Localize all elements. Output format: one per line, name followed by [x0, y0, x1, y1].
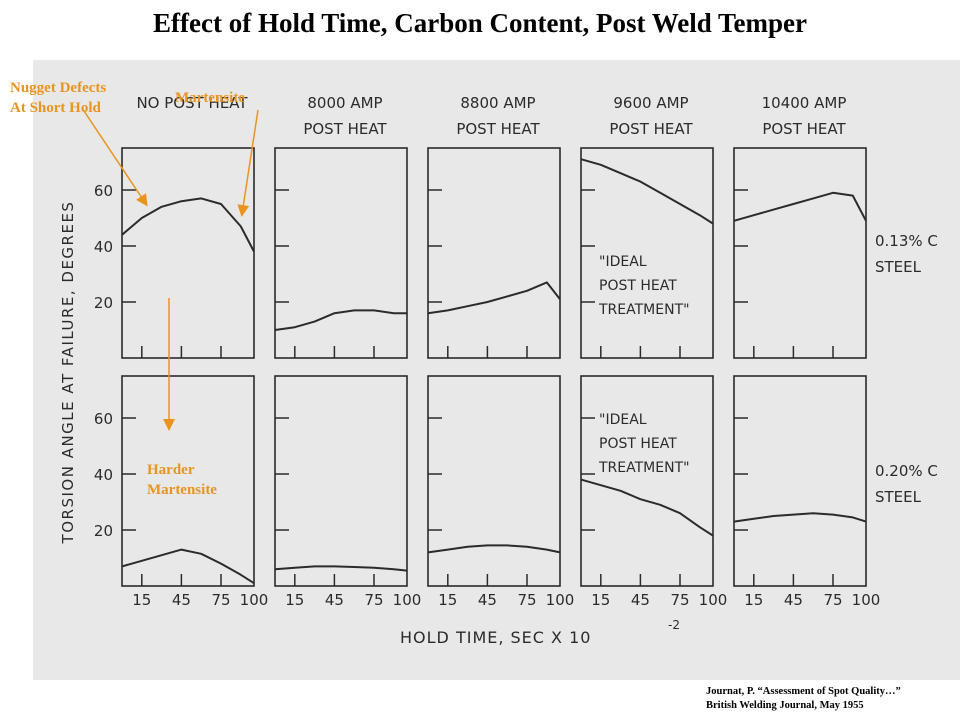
series-line-r1-c3 [580, 478, 714, 537]
column-header-line1: 10400 AMP [762, 94, 847, 112]
x-tick-label: 45 [478, 591, 497, 609]
series-line-r1-c0 [121, 548, 255, 585]
box-label-line: TREATMENT" [598, 460, 690, 476]
column-header-line1: 8800 AMP [460, 94, 535, 112]
row-label-line2: STEEL [875, 258, 922, 276]
panel-frame-r0-c4 [733, 147, 867, 359]
x-tick-label: 45 [172, 591, 191, 609]
box-label-line: "IDEAL [599, 254, 647, 270]
x-tick-label: 45 [784, 591, 803, 609]
x-tick-label: 75 [517, 591, 536, 609]
series-line-r0-c0 [121, 197, 255, 253]
x-tick-label: 100 [240, 591, 269, 609]
x-tick-label: 75 [364, 591, 383, 609]
row-label-line2: STEEL [875, 488, 922, 506]
panel-frame-r0-c2 [427, 147, 561, 359]
panel-frame-r1-c1 [274, 375, 408, 587]
x-tick-label: 100 [393, 591, 422, 609]
panel-frame-r1-c4 [733, 375, 867, 587]
martensite-arrow [237, 109, 259, 217]
box-label-line: POST HEAT [599, 278, 677, 294]
panel-frame-r0-c3 [580, 147, 714, 359]
x-tick-label: 15 [744, 591, 763, 609]
series-line-r1-c4 [733, 512, 867, 523]
column-header-line2: POST HEAT [456, 120, 540, 138]
column-header-line1: 9600 AMP [613, 94, 688, 112]
x-tick-label: 75 [823, 591, 842, 609]
series-line-r1-c2 [427, 544, 561, 554]
harder-line1: Harder [147, 462, 195, 478]
scanned-figure-background [33, 60, 960, 680]
panel-frame-r0-c1 [274, 147, 408, 359]
panel-frame-r1-c3 [580, 375, 714, 587]
x-tick-label: 75 [670, 591, 689, 609]
x-tick-label: 100 [699, 591, 728, 609]
x-tick-label: 15 [132, 591, 151, 609]
y-tick-label: 60 [94, 182, 113, 200]
y-axis-title: TORSION ANGLE AT FAILURE, DEGREES [59, 201, 77, 545]
slide-title: Effect of Hold Time, Carbon Content, Pos… [153, 8, 807, 38]
x-axis-title: HOLD TIME, SEC X 10 [400, 628, 591, 647]
citation-line1: Journat, P. “Assessment of Spot Quality…… [706, 686, 901, 697]
y-tick-label: 40 [94, 466, 113, 484]
series-line-r0-c2 [427, 281, 561, 315]
y-tick-label: 60 [94, 410, 113, 428]
x-tick-label: 15 [591, 591, 610, 609]
y-tick-label: 40 [94, 238, 113, 256]
series-line-r0-c3 [580, 158, 714, 225]
x-tick-label: 45 [325, 591, 344, 609]
x-tick-label: 100 [852, 591, 881, 609]
citation: Journat, P. “Assessment of Spot Quality…… [706, 685, 901, 713]
series-line-r0-c4 [733, 191, 867, 222]
column-header-line1: NO POST HEAT [136, 94, 248, 112]
series-line-r0-c1 [274, 309, 407, 331]
y-tick-label: 20 [94, 294, 113, 312]
panel-frame-r1-c2 [427, 375, 561, 587]
series-line-r1-c1 [274, 565, 408, 572]
x-tick-label: 45 [631, 591, 650, 609]
x-tick-label: 15 [438, 591, 457, 609]
nugget-defects-annotation: Nugget Defects At Short Hold [10, 78, 106, 118]
martensite-annotation: Martensite [175, 90, 245, 106]
harder-martensite-annotation: Harder Martensite [147, 460, 217, 500]
column-header-line2: POST HEAT [762, 120, 846, 138]
panel-frame-r1-c0 [121, 375, 255, 587]
box-label-line: TREATMENT" [598, 302, 690, 318]
column-header-line2: POST HEAT [609, 120, 693, 138]
x-tick-label: 15 [285, 591, 304, 609]
citation-line2: British Welding Journal, May 1955 [706, 700, 864, 711]
nugget-defects-arrow [81, 107, 148, 207]
x-axis-title-exponent: -2 [668, 618, 680, 632]
box-label-line: POST HEAT [599, 436, 677, 452]
nugget-defects-line2: At Short Hold [10, 100, 101, 116]
x-tick-label: 100 [546, 591, 575, 609]
column-header-line1: 8000 AMP [307, 94, 382, 112]
column-header-line2: POST HEAT [303, 120, 387, 138]
box-label-line: "IDEAL [599, 412, 647, 428]
row-label-line1: 0.20% C [875, 462, 938, 480]
x-tick-label: 75 [211, 591, 230, 609]
harder-line2: Martensite [147, 482, 217, 498]
row-label-line1: 0.13% C [875, 232, 938, 250]
panel-frame-r0-c0 [121, 147, 255, 359]
y-tick-label: 20 [94, 522, 113, 540]
nugget-defects-line1: Nugget Defects [10, 80, 107, 96]
